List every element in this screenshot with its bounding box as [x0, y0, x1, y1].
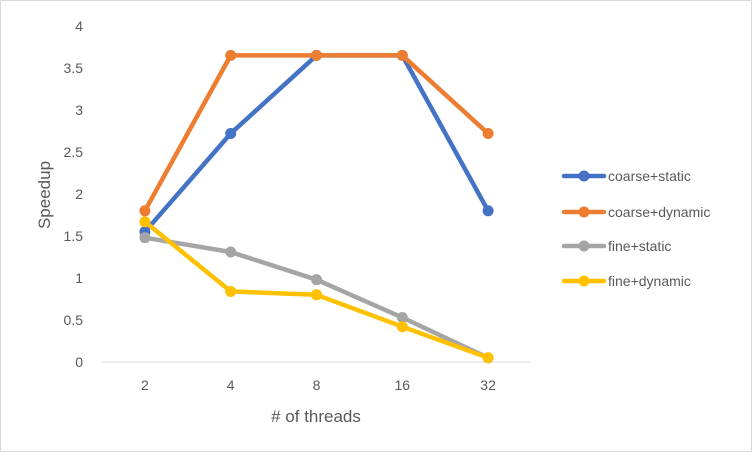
series-fine-dynamic — [139, 216, 494, 364]
data-point — [311, 289, 322, 301]
series-coarse-static — [139, 49, 494, 238]
data-point — [139, 232, 151, 244]
x-tick-label: 8 — [313, 377, 321, 393]
legend-item: fine+dynamic — [561, 273, 691, 289]
legend-item: coarse+dynamic — [561, 204, 710, 220]
y-tick-label: 2.5 — [64, 144, 84, 160]
data-point — [225, 128, 237, 140]
y-tick-label: 3 — [75, 102, 83, 118]
data-point — [311, 49, 322, 61]
legend-label: coarse+dynamic — [608, 204, 710, 220]
legend-label: coarse+static — [608, 168, 691, 184]
y-tick-label: 1 — [75, 270, 83, 286]
x-tick-label: 2 — [141, 377, 149, 393]
x-axis-ticks: 2 4 8 16 32 — [141, 377, 496, 393]
legend-item: fine+static — [561, 238, 671, 254]
series-layer — [139, 49, 494, 364]
legend-swatch-marker — [578, 206, 590, 218]
data-point — [482, 205, 494, 217]
legend-swatch-marker — [578, 275, 590, 287]
x-axis-label: # of threads — [271, 407, 361, 426]
data-point — [482, 352, 494, 364]
data-point — [225, 246, 237, 258]
data-point — [225, 285, 237, 297]
legend-label: fine+dynamic — [608, 273, 691, 289]
y-tick-label: 2 — [75, 186, 83, 202]
y-tick-label: 0 — [75, 354, 83, 370]
y-tick-label: 0.5 — [64, 312, 84, 328]
legend: coarse+static coarse+dynamic fine+static fi… — [561, 168, 710, 289]
y-tick-label: 3.5 — [64, 60, 84, 76]
legend-swatch-marker — [578, 240, 590, 252]
data-point — [311, 274, 322, 286]
y-tick-label: 1.5 — [64, 228, 84, 244]
data-point — [225, 49, 237, 61]
legend-item: coarse+static — [561, 168, 691, 184]
data-point — [396, 49, 408, 61]
legend-swatch-marker — [578, 170, 590, 182]
x-tick-label: 4 — [227, 377, 235, 393]
data-point — [139, 216, 151, 228]
series-coarse-dynamic — [139, 49, 494, 217]
legend-label: fine+static — [608, 238, 671, 254]
series-line — [142, 53, 491, 235]
y-axis-label: Speedup — [35, 161, 54, 229]
y-axis-ticks: 0 0.5 1 1.5 2 2.5 3 3.5 4 — [64, 18, 84, 370]
data-point — [482, 128, 494, 140]
x-tick-label: 32 — [480, 377, 496, 393]
x-tick-label: 16 — [395, 377, 411, 393]
data-point — [139, 205, 151, 217]
data-point — [396, 321, 408, 333]
data-point — [396, 311, 408, 323]
series-line — [142, 53, 491, 214]
y-tick-label: 4 — [75, 18, 83, 34]
